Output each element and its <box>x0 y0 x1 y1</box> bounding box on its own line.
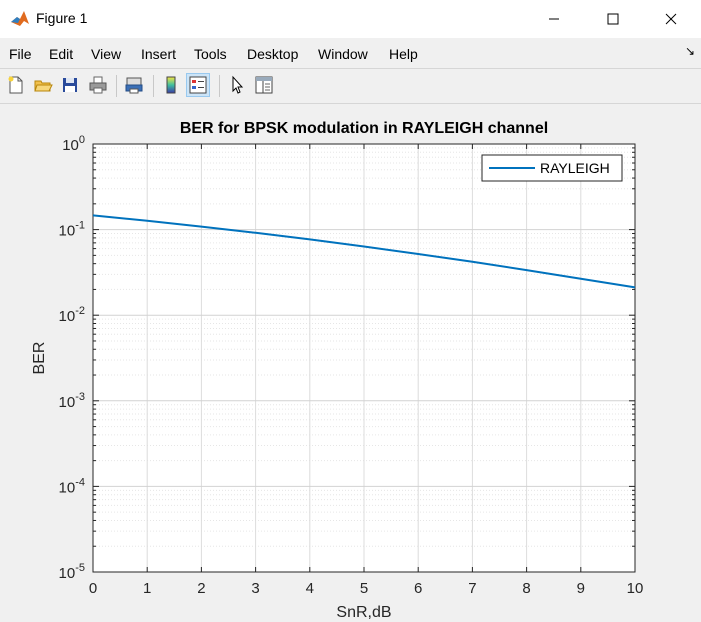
menu-desktop[interactable]: Desktop <box>247 46 299 62</box>
menu-file[interactable]: File <box>9 46 32 62</box>
axis-ticks: 0 1 2 3 4 5 6 7 8 9 10 100 10-1 10-2 10-3 10-4 10-5 <box>59 134 644 597</box>
x-tick-label: 1 <box>143 580 151 597</box>
y-tick-label: 10-5 <box>59 562 85 582</box>
x-tick-label: 3 <box>251 580 259 597</box>
figure-toolbar <box>0 68 701 104</box>
minimize-icon <box>549 18 559 20</box>
menu-tools[interactable]: Tools <box>194 46 227 62</box>
y-tick-label: 10-3 <box>59 391 85 411</box>
y-tick-label: 100 <box>62 134 85 154</box>
x-axis-label: SnR,dB <box>336 604 391 621</box>
menu-window[interactable]: Window <box>318 46 368 62</box>
save-icon <box>63 78 77 92</box>
x-tick-label: 7 <box>468 580 476 597</box>
menu-insert[interactable]: Insert <box>141 46 177 62</box>
print-preview-icon <box>125 77 143 94</box>
y-tick-label: 10-2 <box>59 305 85 325</box>
y-tick-label: 10-4 <box>59 476 85 496</box>
y-axis-label: BER <box>31 342 48 375</box>
x-tick-label: 5 <box>360 580 368 597</box>
close-button[interactable] <box>648 0 694 38</box>
x-tick-label: 4 <box>306 580 314 597</box>
window-titlebar: Figure 1 <box>0 0 701 38</box>
property-inspector-button[interactable] <box>252 73 276 97</box>
property-inspector-icon <box>255 76 273 94</box>
toolbar-separator <box>116 75 117 97</box>
major-grid <box>93 144 635 572</box>
new-figure-button[interactable] <box>4 73 28 97</box>
window-title: Figure 1 <box>36 10 88 26</box>
maximize-button[interactable] <box>590 0 636 38</box>
colorbar-icon <box>166 76 176 94</box>
close-icon <box>665 13 677 25</box>
legend[interactable]: RAYLEIGH <box>481 154 623 182</box>
x-tick-label: 6 <box>414 580 422 597</box>
colorbar-button[interactable] <box>159 73 183 97</box>
x-tick-label: 9 <box>577 580 585 597</box>
new-figure-icon <box>8 76 23 94</box>
toolbar-separator <box>219 75 220 97</box>
minimize-button[interactable] <box>531 0 577 38</box>
open-file-button[interactable] <box>31 73 55 97</box>
ber-plot[interactable]: 0 1 2 3 4 5 6 7 8 9 10 100 10-1 10-2 10-3 10-4 10-5 BER … <box>0 104 701 622</box>
x-tick-label: 2 <box>197 580 205 597</box>
save-button[interactable] <box>58 73 82 97</box>
legend-label: RAYLEIGH <box>540 160 610 176</box>
open-file-icon <box>34 80 53 92</box>
print-icon <box>89 76 107 94</box>
menu-edit[interactable]: Edit <box>49 46 74 62</box>
series-line-rayleigh <box>92 214 636 289</box>
data-series <box>92 214 636 289</box>
print-preview-button[interactable] <box>122 73 146 97</box>
maximize-icon <box>607 13 619 25</box>
matlab-logo-icon <box>10 9 30 29</box>
plot-title: BER for BPSK modulation in RAYLEIGH chan… <box>180 120 548 137</box>
x-tick-label: 10 <box>627 580 644 597</box>
toolbar-separator <box>153 75 154 97</box>
print-button[interactable] <box>86 73 110 97</box>
dock-arrow-icon[interactable]: ↘ <box>684 44 695 58</box>
menu-bar: File Edit View Insert Tools Desktop Wind… <box>0 38 701 68</box>
y-tick-label: 10-1 <box>59 220 85 240</box>
legend-button[interactable] <box>186 73 210 97</box>
x-tick-label: 0 <box>89 580 97 597</box>
menu-view[interactable]: View <box>91 46 122 62</box>
x-tick-label: 8 <box>522 580 530 597</box>
legend-icon <box>189 76 207 94</box>
pointer-icon <box>232 75 244 94</box>
menu-help[interactable]: Help <box>389 46 418 62</box>
pointer-button[interactable] <box>225 73 249 97</box>
